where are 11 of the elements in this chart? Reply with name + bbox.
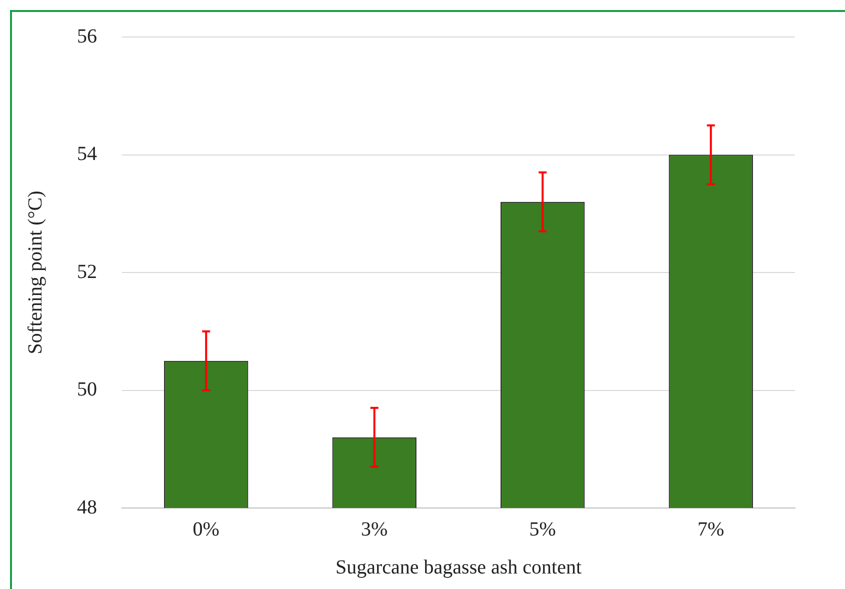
x-tick-label: 7% xyxy=(698,518,724,540)
x-tick-label: 3% xyxy=(361,518,388,540)
y-tick-label: 56 xyxy=(77,25,97,48)
y-axis-title: Softening point (°C) xyxy=(24,190,46,354)
y-tick-label: 52 xyxy=(77,260,97,283)
y-tick-label: 50 xyxy=(77,378,97,400)
y-tick-label: 48 xyxy=(77,496,97,518)
x-axis-title: Sugarcane bagasse ash content xyxy=(335,556,582,578)
x-tick-label: 5% xyxy=(529,518,556,540)
x-tick-label: 0% xyxy=(192,518,220,540)
y-tick-label: 54 xyxy=(77,143,97,165)
